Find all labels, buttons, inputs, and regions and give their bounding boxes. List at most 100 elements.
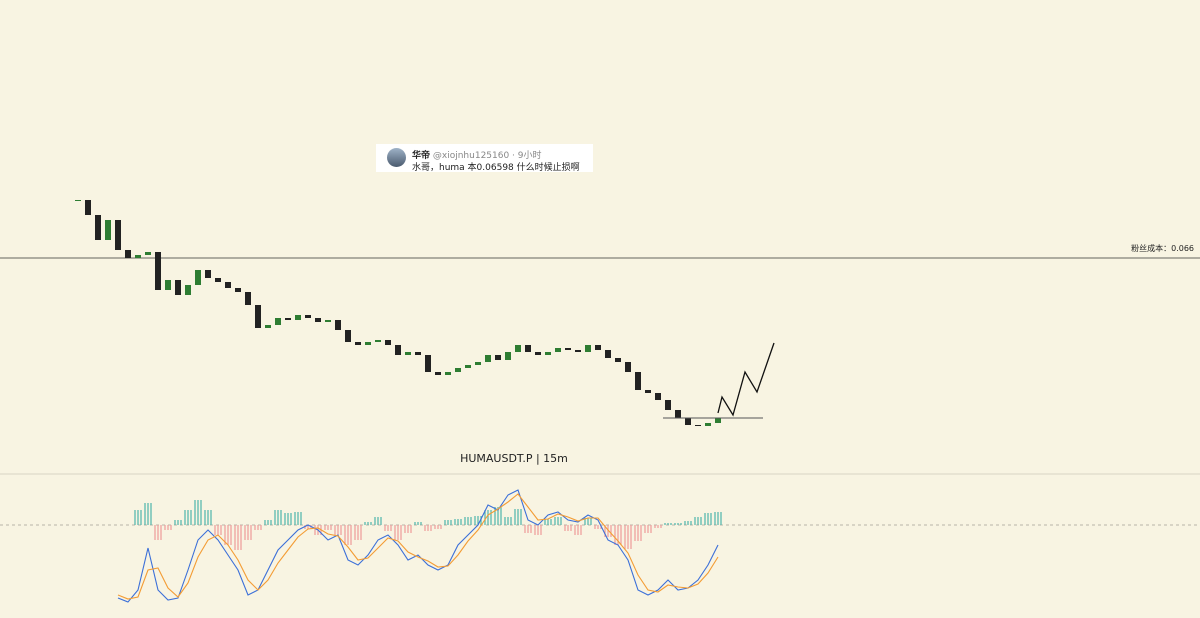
histogram-bar bbox=[534, 525, 536, 535]
candle bbox=[525, 345, 531, 352]
histogram-bar bbox=[667, 523, 669, 525]
histogram-bar bbox=[230, 525, 232, 545]
candle bbox=[385, 340, 391, 345]
histogram-bar bbox=[154, 525, 156, 540]
histogram-bar bbox=[297, 512, 299, 525]
histogram-bar bbox=[520, 509, 522, 525]
histogram-bar bbox=[547, 519, 549, 525]
histogram-bar bbox=[717, 512, 719, 525]
histogram-bar bbox=[244, 525, 246, 540]
histogram-bar bbox=[137, 510, 139, 525]
histogram-bar bbox=[597, 525, 599, 529]
candle bbox=[345, 330, 351, 342]
histogram-bar bbox=[417, 522, 419, 525]
candle bbox=[675, 410, 681, 418]
histogram-bar bbox=[494, 507, 496, 525]
candle bbox=[355, 342, 361, 345]
candle bbox=[585, 345, 591, 352]
histogram-bar bbox=[590, 518, 592, 525]
histogram-bar bbox=[514, 509, 516, 525]
histogram-bar bbox=[630, 525, 632, 549]
histogram-bar bbox=[294, 512, 296, 525]
histogram-bar bbox=[584, 518, 586, 525]
histogram-bar bbox=[214, 525, 216, 535]
histogram-bar bbox=[344, 525, 346, 545]
candle bbox=[655, 393, 661, 400]
histogram-bar bbox=[164, 525, 166, 530]
histogram-bar bbox=[357, 525, 359, 540]
histogram-bar bbox=[460, 519, 462, 525]
histogram-bar bbox=[487, 510, 489, 525]
histogram-bar bbox=[260, 525, 262, 530]
histogram-bar bbox=[424, 525, 426, 531]
histogram-bar bbox=[700, 517, 702, 525]
histogram-bar bbox=[394, 525, 396, 540]
histogram-bar bbox=[564, 525, 566, 531]
post-header: 华帝 @xiojnhu125160 · 9小时 bbox=[412, 148, 542, 161]
candle bbox=[115, 220, 121, 250]
histogram-bar bbox=[647, 525, 649, 533]
histogram-bar bbox=[280, 510, 282, 525]
macd-line bbox=[117, 493, 719, 600]
histogram-bar bbox=[560, 517, 562, 525]
candle bbox=[365, 342, 371, 345]
histogram-bar bbox=[710, 513, 712, 525]
post-text: 水哥，huma 本0.06598 什么时候止损啊 bbox=[412, 163, 580, 173]
candle bbox=[125, 250, 131, 258]
histogram-bar bbox=[467, 517, 469, 525]
histogram-bar bbox=[574, 525, 576, 535]
histogram-bar bbox=[324, 525, 326, 530]
candle bbox=[295, 315, 301, 320]
histogram-bar bbox=[184, 510, 186, 525]
candle bbox=[485, 355, 491, 362]
candle bbox=[505, 352, 511, 360]
histogram-bar bbox=[274, 510, 276, 525]
histogram-bar bbox=[194, 500, 196, 525]
level-label: 粉丝成本：0.066 bbox=[1131, 243, 1194, 253]
candle bbox=[315, 318, 321, 322]
histogram-bar bbox=[507, 517, 509, 525]
histogram-bar bbox=[654, 525, 656, 528]
candle bbox=[95, 215, 101, 240]
candle bbox=[435, 372, 441, 375]
histogram-bar bbox=[550, 519, 552, 525]
candle bbox=[275, 318, 281, 325]
histogram-bar bbox=[577, 525, 579, 535]
histogram-bar bbox=[254, 525, 256, 530]
histogram-bar bbox=[390, 525, 392, 531]
histogram-bar bbox=[677, 523, 679, 525]
histogram-bar bbox=[644, 525, 646, 533]
histogram-bar bbox=[144, 503, 146, 525]
candle bbox=[195, 270, 201, 285]
histogram-bar bbox=[414, 522, 416, 525]
histogram-bar bbox=[510, 517, 512, 525]
histogram-bar bbox=[704, 513, 706, 525]
histogram-bar bbox=[604, 525, 606, 537]
histogram-bar bbox=[570, 525, 572, 531]
histogram-bar bbox=[300, 512, 302, 525]
histogram-bar bbox=[220, 525, 222, 535]
candle bbox=[565, 348, 571, 350]
candle bbox=[375, 340, 381, 342]
histogram-bar bbox=[617, 525, 619, 545]
histogram-bar bbox=[237, 525, 239, 550]
candle bbox=[615, 358, 621, 362]
histogram-bar bbox=[420, 522, 422, 525]
candle bbox=[465, 365, 471, 368]
histogram-bar bbox=[557, 517, 559, 525]
candle bbox=[235, 288, 241, 292]
candle bbox=[205, 270, 211, 278]
histogram-bar bbox=[444, 520, 446, 525]
histogram-bar bbox=[157, 525, 159, 540]
candle bbox=[705, 423, 711, 426]
candle bbox=[165, 280, 171, 290]
histogram-bar bbox=[694, 517, 696, 525]
histogram-bar bbox=[264, 520, 266, 525]
candle bbox=[255, 305, 261, 328]
histogram-bar bbox=[374, 517, 376, 525]
histogram-bar bbox=[277, 510, 279, 525]
author: 华帝 bbox=[412, 151, 431, 161]
histogram-bar bbox=[407, 525, 409, 533]
